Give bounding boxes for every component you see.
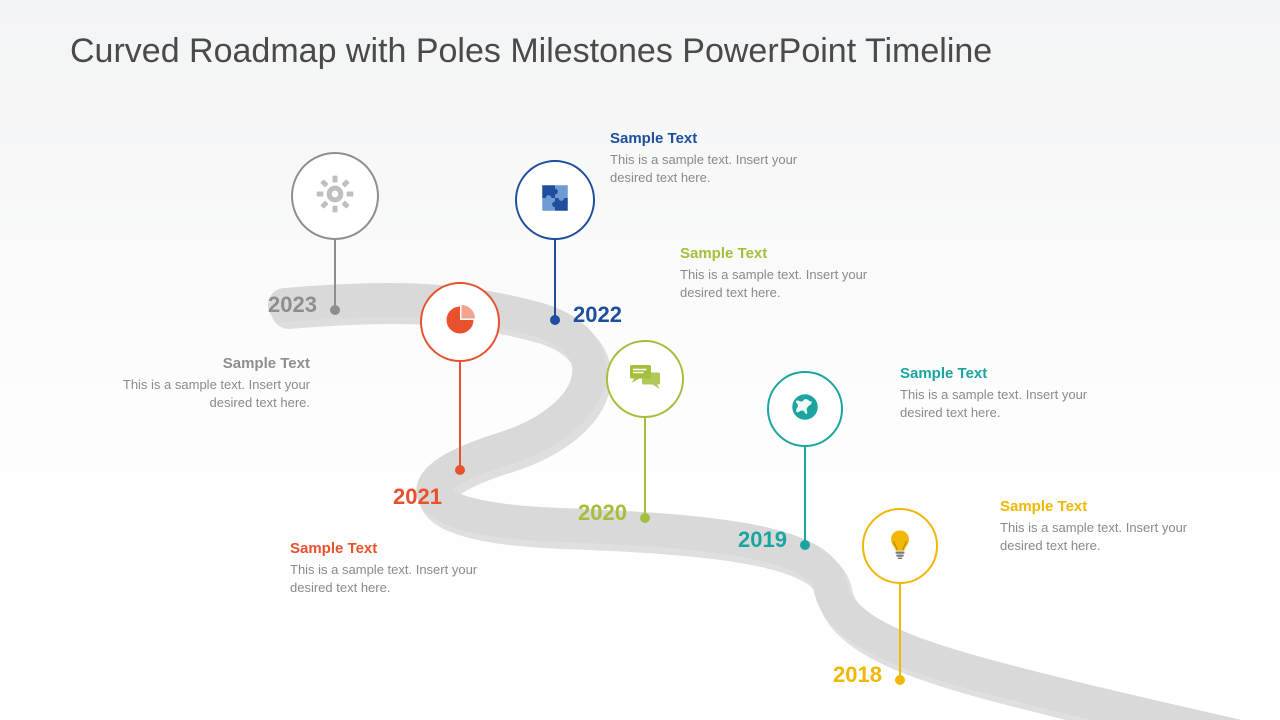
milestone-year: 2023 [268,292,317,318]
globe-icon [788,390,822,429]
milestone-body: This is a sample text. Insert your desir… [610,151,825,186]
milestone-text: Sample Text This is a sample text. Insert… [1000,498,1215,554]
milestone-text: Sample Text This is a sample text. Insert… [610,130,825,186]
chat-icon [627,361,663,398]
milestone-body: This is a sample text. Insert your desir… [290,561,505,596]
milestone-ring [515,160,595,240]
milestone-ring [420,282,500,362]
milestone-year: 2022 [573,302,622,328]
milestone-anchor-dot [800,540,810,550]
milestone-pole [554,239,556,319]
milestone-pole [804,446,806,544]
milestone-body: This is a sample text. Insert your desir… [680,266,895,301]
milestone-anchor-dot [895,675,905,685]
milestone-year: 2018 [833,662,882,688]
milestone-heading: Sample Text [680,245,895,262]
milestone-pole [899,583,901,679]
milestone-pole [459,361,461,469]
milestone-anchor-dot [455,465,465,475]
milestone-heading: Sample Text [900,365,1115,382]
milestone-text: Sample Text This is a sample text. Insert… [900,365,1115,421]
milestone-body: This is a sample text. Insert your desir… [900,386,1115,421]
milestone-ring [767,371,843,447]
milestone-heading: Sample Text [95,355,310,372]
milestone-year: 2019 [738,527,787,553]
milestone-year: 2020 [578,500,627,526]
milestone-text: Sample Text This is a sample text. Insert… [290,540,505,596]
milestone-ring [862,508,938,584]
milestone-heading: Sample Text [1000,498,1215,515]
milestone-pole [644,417,646,517]
milestone-ring [291,152,379,240]
milestone-text: Sample Text This is a sample text. Insert… [680,245,895,301]
puzzle-icon [538,181,572,220]
milestone-body: This is a sample text. Insert your desir… [1000,519,1215,554]
milestone-pole [334,239,336,309]
page-title: Curved Roadmap with Poles Milestones Pow… [70,30,992,73]
milestone-year: 2021 [393,484,442,510]
milestone-body: This is a sample text. Insert your desir… [95,376,310,411]
milestone-ring [606,340,684,418]
lightbulb-icon [882,526,918,567]
milestone-anchor-dot [330,305,340,315]
milestone-heading: Sample Text [290,540,505,557]
milestone-heading: Sample Text [610,130,825,147]
piechart-icon [442,302,478,343]
milestone-text: Sample Text This is a sample text. Insert… [95,355,310,411]
gear-icon [315,174,355,219]
milestone-anchor-dot [550,315,560,325]
milestone-anchor-dot [640,513,650,523]
